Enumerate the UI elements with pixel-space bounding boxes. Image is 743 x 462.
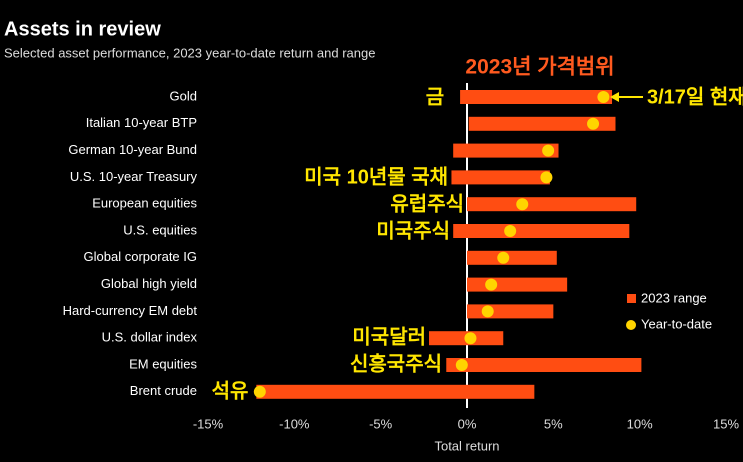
range-bar (467, 277, 568, 292)
annotation: 미국주식 (376, 219, 450, 242)
ytd-dot (504, 225, 517, 237)
annotation: 유럽주식 (390, 192, 464, 215)
annotation: 석유 (212, 379, 249, 402)
y-tick-label: Global corporate IG (84, 249, 197, 264)
y-tick-label: Global high yield (101, 276, 197, 291)
ytd-dot (464, 332, 477, 345)
legend-swatch (626, 320, 636, 330)
x-tick-label: 0% (458, 416, 477, 431)
chart-subtitle: Selected asset performance, 2023 year-to… (4, 45, 375, 60)
legend-label: 2023 range (641, 290, 707, 305)
x-tick-label: -10% (279, 416, 310, 431)
ytd-dot (542, 144, 555, 157)
y-tick-label: U.S. 10-year Treasury (70, 169, 198, 184)
annotation-arrowhead (610, 92, 619, 102)
legend-label: Year-to-date (641, 316, 712, 331)
range-bar (256, 384, 535, 399)
ytd-dot (455, 359, 468, 371)
x-tick-label: 15% (713, 416, 739, 431)
range-bar (467, 250, 557, 265)
annotation: 3/17일 현재 (647, 85, 743, 108)
legend-swatch (627, 294, 636, 303)
range-bar (451, 170, 550, 185)
ytd-dot (481, 305, 494, 318)
ytd-dot (587, 117, 600, 130)
y-tick-label: U.S. equities (123, 222, 197, 237)
y-tick-label: Italian 10-year BTP (86, 115, 197, 130)
ytd-dot (516, 198, 529, 211)
range-bar (453, 143, 559, 158)
annotation: 미국달러 (352, 325, 426, 348)
ytd-dot (485, 278, 498, 291)
y-tick-label: Gold (170, 88, 197, 103)
x-tick-label: -15% (193, 416, 224, 431)
range-bar (453, 224, 630, 238)
y-tick-label: Hard-currency EM debt (63, 303, 198, 318)
y-tick-label: European equities (92, 196, 197, 211)
y-tick-label: German 10-year Bund (68, 142, 197, 157)
annotation: 2023년 가격범위 (465, 56, 614, 79)
ytd-dot (253, 385, 266, 398)
x-tick-label: 10% (627, 416, 653, 431)
ytd-dot (540, 171, 553, 184)
annotation: 미국 10년물 국채 (304, 165, 448, 188)
range-bar (460, 90, 613, 104)
x-axis-label: Total return (434, 438, 499, 453)
annotation: 금 (426, 86, 444, 108)
range-bar (468, 116, 616, 131)
chart-title: Assets in review (4, 18, 161, 40)
ytd-dot (597, 91, 610, 103)
range-bar (446, 358, 642, 372)
range-bar (467, 304, 554, 319)
annotation: 신흥국주식 (350, 351, 442, 375)
ytd-dot (497, 251, 510, 264)
y-tick-label: U.S. dollar index (102, 330, 198, 345)
y-tick-label: EM equities (129, 356, 197, 371)
range-bar (467, 197, 637, 212)
x-tick-label: 5% (544, 416, 563, 431)
x-tick-label: -5% (369, 416, 393, 431)
y-tick-label: Brent crude (130, 383, 197, 398)
